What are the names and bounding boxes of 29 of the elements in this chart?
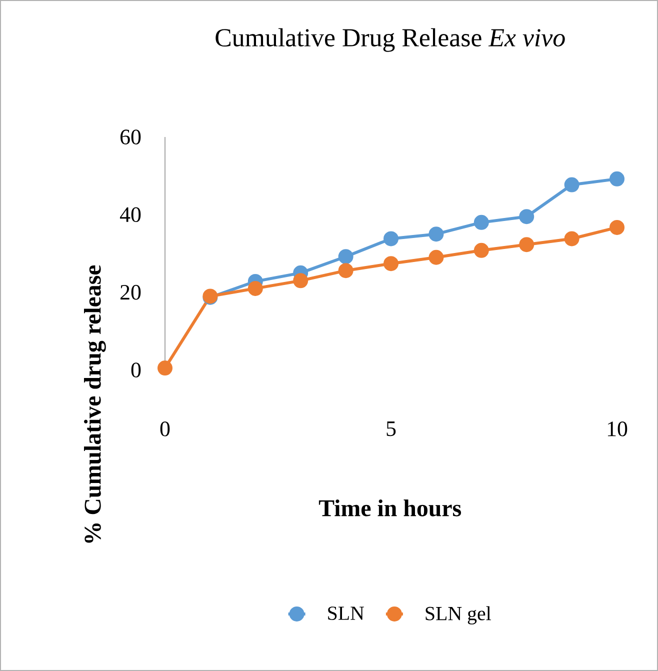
point <box>293 273 308 288</box>
point <box>474 214 489 230</box>
point <box>338 249 354 264</box>
point <box>338 263 354 278</box>
chart-title: Cumulative Drug Release Ex vivo <box>216 28 565 52</box>
point <box>158 360 172 376</box>
point <box>248 280 263 296</box>
x-tick-label: 0 <box>160 422 170 436</box>
legend-label: SLN <box>328 606 364 620</box>
y-axis-title: % Cumulative drug release <box>84 265 106 543</box>
legend-label: SLN gel <box>426 606 491 624</box>
point <box>519 237 534 252</box>
point <box>474 242 489 258</box>
y-tick-label: 0 <box>131 362 141 378</box>
point <box>610 171 625 186</box>
x-tick-label: 5 <box>386 422 396 436</box>
x-axis-title: Time in hours <box>318 499 462 516</box>
point <box>428 226 444 242</box>
point <box>384 256 398 272</box>
point <box>519 209 534 224</box>
y-tick-label: 20 <box>120 284 141 300</box>
point <box>564 177 580 192</box>
point <box>428 250 444 265</box>
point <box>564 231 580 246</box>
x-tick-label: 10 <box>608 422 628 436</box>
point <box>384 231 398 246</box>
y-tick-label: 60 <box>120 130 141 144</box>
point <box>610 220 625 235</box>
y-tick-label: 40 <box>120 207 141 222</box>
